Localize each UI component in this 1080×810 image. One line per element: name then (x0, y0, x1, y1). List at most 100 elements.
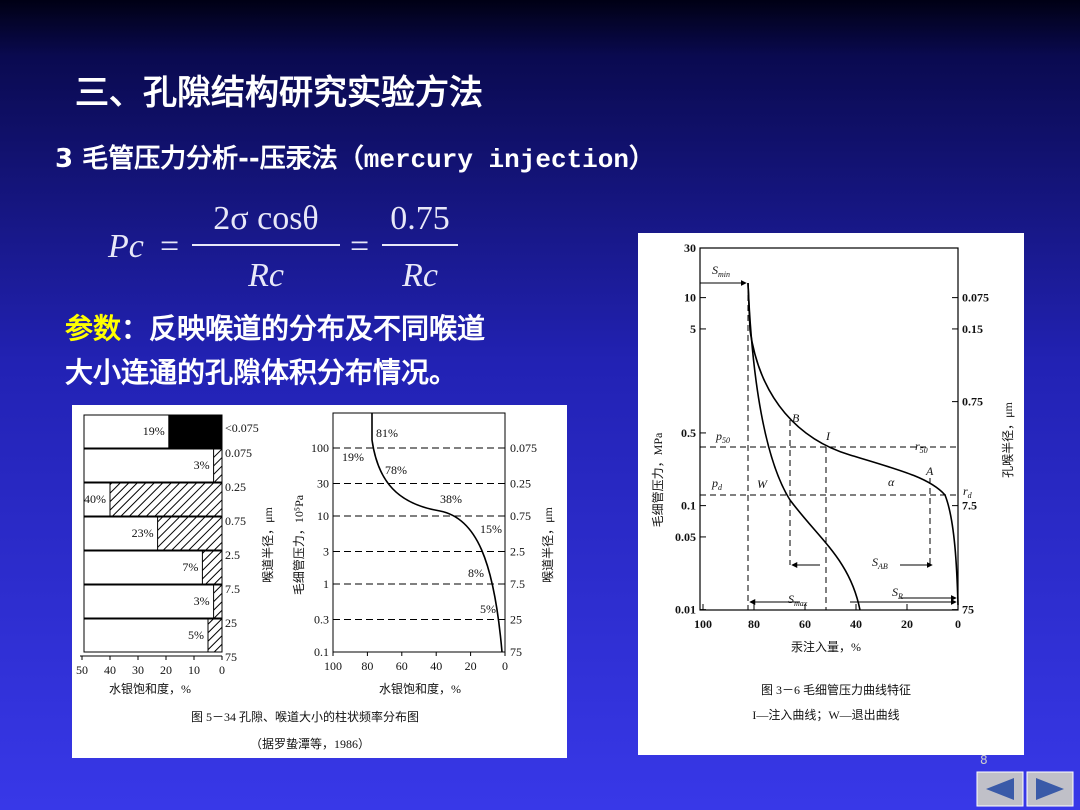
annotation-main: I (825, 429, 831, 443)
params-text: ：反映喉道的分布及不同喉道 (121, 312, 485, 345)
annotation-sub: min (718, 270, 730, 279)
caption: 图 3－6 毛细管压力曲线特征 (761, 682, 911, 697)
withdrawal-curve (747, 282, 861, 611)
radius-label: 2.5 (510, 545, 525, 559)
row-frame (83, 618, 223, 653)
x-tick-label: 40 (850, 617, 862, 631)
subtitle-suffix: ） (629, 144, 655, 174)
y-tick-label: 30 (684, 241, 696, 255)
legend: I—注入曲线；W—退出曲线 (752, 707, 899, 722)
params-label: 参数 (65, 312, 122, 345)
formula: Pc = 2σ cosθ Rc = 0.75 Rc (107, 200, 458, 294)
formula-numerator: 0.75 (390, 200, 450, 237)
bar (157, 516, 223, 551)
annotation-main: r (915, 439, 920, 453)
x-tick-label: 20 (465, 659, 477, 673)
radius-tick-label: 0.075 (962, 291, 989, 305)
formula-numerator: 2σ cosθ (213, 200, 318, 237)
annotation: 78% (385, 463, 407, 477)
x-tick-label: 20 (901, 617, 913, 631)
x-tick-label: 50 (76, 663, 88, 677)
annotation: B (792, 411, 800, 425)
y-tick-label: 100 (311, 441, 329, 455)
x-tick-label: 40 (430, 659, 442, 673)
y-tick-label: 0.3 (314, 613, 329, 627)
bar-label: 3% (194, 458, 210, 472)
row-frame (83, 550, 223, 585)
annotation: SR (892, 585, 903, 601)
x-axis-label: 水银饱和度，% (379, 681, 461, 696)
bar (213, 448, 223, 483)
annotation-main: W (757, 477, 768, 491)
y-axis-label: 毛细管压力，MPa (650, 432, 665, 527)
x-tick-label: 40 (104, 663, 116, 677)
annotation-main: α (888, 475, 895, 489)
x-tick-label: 0 (502, 659, 508, 673)
saturation-curve (371, 413, 503, 653)
annotation-sub: 50 (722, 436, 730, 445)
figure-left: 19% 3% 40% 23% 7% 3% 5% <0.075 0.075 0.25 0.75 2.5 7… (72, 405, 567, 758)
page-number: 8 (980, 753, 988, 767)
bar (213, 584, 223, 619)
arrow-left[interactable] (986, 778, 1014, 800)
annotation: A (925, 464, 934, 478)
annotation: 15% (480, 522, 502, 536)
annotation-main: S (712, 263, 718, 277)
bar-label: 40% (84, 492, 106, 506)
formula-denominator: Rc (247, 257, 284, 294)
annotation: Smin (712, 263, 730, 279)
y-tick-label: 5 (690, 322, 696, 336)
y-axis-label: 喉道半径，μm (261, 506, 275, 582)
radius-label: 0.075 (510, 441, 537, 455)
radius-label: 0.75 (510, 509, 531, 523)
radius-label: 25 (225, 616, 237, 630)
annotation: 5% (480, 602, 496, 616)
annotation: α (888, 475, 895, 489)
radius-label: 75 (225, 650, 237, 664)
plot-frame (332, 412, 506, 653)
x-tick-label: 0 (219, 663, 225, 677)
navigation (976, 771, 1074, 807)
annotation-main: A (925, 464, 934, 478)
x-tick-label: 10 (188, 663, 200, 677)
bar-label: 19% (143, 424, 165, 438)
bar (207, 618, 223, 653)
x-tick-label: 30 (132, 663, 144, 677)
x-tick-label: 80 (748, 617, 760, 631)
y-axis-label: 毛细管压力，10⁵Pa (291, 494, 306, 595)
x-tick-label: 0 (955, 617, 961, 631)
radius-tick-label: 0.15 (962, 322, 983, 336)
params-text: 大小连通的孔隙体积分布情况。 (65, 356, 457, 389)
annotation-main: p (715, 429, 722, 443)
annotation: Smax (788, 592, 808, 608)
y-tick-label: 0.1 (681, 499, 696, 513)
x-tick-label: 100 (694, 617, 712, 631)
annotation-sub: AB (877, 562, 888, 571)
annotation-main: r (963, 484, 968, 498)
x-tick-label: 60 (799, 617, 811, 631)
radius-label: 2.5 (225, 548, 240, 562)
injection-curve (747, 282, 959, 606)
x-tick-label: 80 (361, 659, 373, 673)
source: （据罗蛰潭等，1986） (250, 737, 370, 751)
formula-lhs: Pc (107, 228, 144, 265)
y-tick-label: 1 (323, 577, 329, 591)
plot-frame (699, 247, 959, 611)
y-tick-label: 0.05 (675, 530, 696, 544)
formula-eq: = (350, 228, 369, 265)
row-frame (83, 584, 223, 619)
bar-label: 23% (132, 526, 154, 540)
bar-label: 5% (188, 628, 204, 642)
prev-button[interactable] (976, 771, 1024, 807)
arrow-right[interactable] (1036, 778, 1064, 800)
formula-denominator: Rc (401, 257, 438, 294)
annotation-main: S (892, 585, 898, 599)
annotation-main: p (711, 476, 718, 490)
radius-tick-label: 0.75 (962, 395, 983, 409)
guide-lines (700, 285, 958, 610)
bar (168, 414, 223, 449)
next-button[interactable] (1026, 771, 1074, 807)
y-tick-label: 0.1 (314, 645, 329, 659)
